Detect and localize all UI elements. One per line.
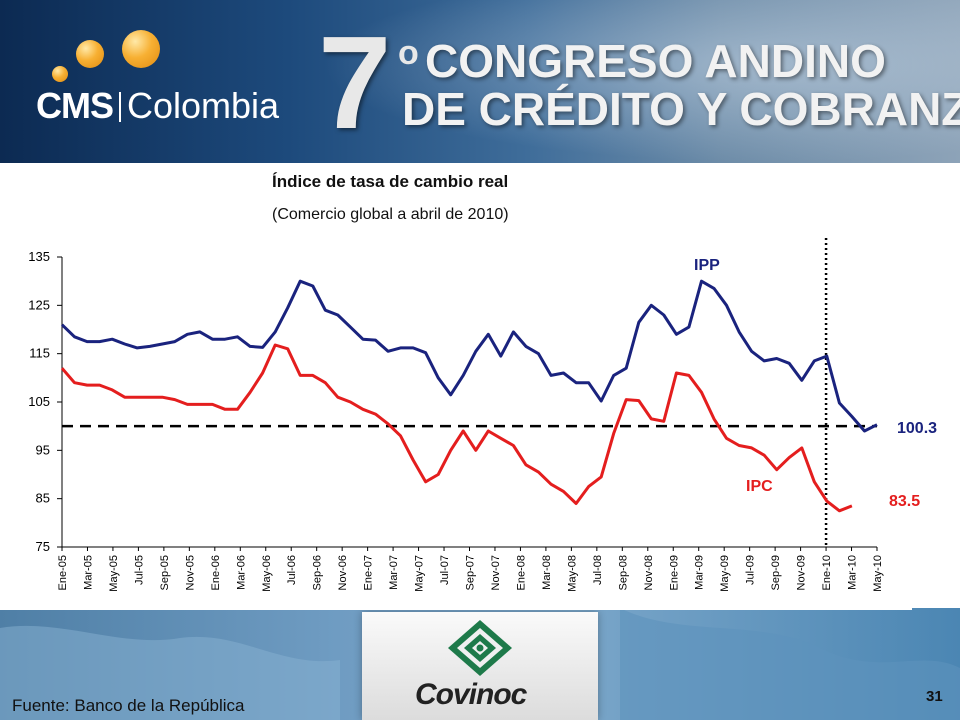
source-note: Fuente: Banco de la República — [12, 696, 245, 715]
x-tick-label: Sep-05 — [159, 555, 171, 590]
brand-colombia: Colombia — [127, 85, 280, 126]
x-tick-label: Sep-07 — [465, 555, 477, 590]
end-label-ipc: 83.5 — [889, 493, 920, 510]
x-tick-label: May-09 — [719, 555, 731, 592]
footer-map-decoration — [0, 608, 960, 720]
x-tick-label: Sep-06 — [312, 555, 324, 590]
x-tick-label: Mar-08 — [541, 555, 553, 590]
series-label-ipc: IPC — [746, 478, 773, 495]
series-line-ipc — [60, 343, 853, 513]
x-tick-label: Nov-05 — [184, 555, 196, 590]
x-tick-label: Mar-09 — [694, 555, 706, 590]
x-tick-label: Ene-07 — [363, 555, 375, 590]
covinoc-logo-panel — [362, 612, 598, 720]
x-tick-label: Sep-08 — [617, 555, 629, 590]
covinoc-emblem-icon — [448, 620, 512, 676]
x-tick-label: Jul-05 — [133, 555, 145, 585]
x-tick-label: Mar-06 — [235, 555, 247, 590]
x-tick-label: Mar-07 — [388, 555, 400, 590]
x-tick-label: Nov-09 — [796, 555, 808, 590]
banner: CMS Colombia 7 o CONGRESO ANDINO DE CRÉDI… — [0, 0, 960, 163]
chart-title: Índice de tasa de cambio real — [272, 172, 509, 191]
chart-subtitle: (Comercio global a abril de 2010) — [272, 206, 509, 223]
y-tick-label: 125 — [28, 297, 50, 312]
y-tick-label: 75 — [36, 539, 50, 554]
x-tick-label: May-08 — [566, 555, 578, 592]
logo-separator — [119, 92, 121, 122]
brand-cms: CMS — [36, 85, 114, 126]
x-tick-label: Ene-08 — [515, 555, 527, 590]
x-tick-label: May-07 — [414, 555, 426, 592]
series-label-ipp: IPP — [694, 257, 720, 274]
x-tick-label: May-10 — [872, 555, 884, 592]
x-tick-label: Jul-06 — [286, 555, 298, 585]
x-tick-label: Mar-05 — [82, 555, 94, 590]
x-tick-label: Jul-07 — [439, 555, 451, 585]
x-tick-label: Mar-10 — [847, 555, 859, 590]
x-tick-label: Jul-09 — [745, 555, 757, 585]
congress-number: 7 — [318, 9, 392, 156]
y-tick-label: 85 — [36, 491, 50, 506]
x-tick-label: Ene-05 — [57, 555, 69, 590]
cms-colombia-logo: CMS Colombia — [36, 86, 279, 126]
orange-orb-small-icon — [52, 66, 68, 82]
congress-title-line2: DE CRÉDITO Y COBRANZAS — [402, 83, 960, 135]
x-tick-label: Nov-06 — [337, 555, 349, 590]
x-tick-label: Ene-09 — [668, 555, 680, 590]
x-tick-label: Ene-10 — [821, 555, 833, 590]
orange-orb-large-icon — [122, 30, 160, 68]
plot-panel — [0, 238, 912, 610]
page-number: 31 — [926, 688, 943, 705]
x-tick-label: Ene-06 — [210, 555, 222, 590]
y-tick-label: 95 — [36, 442, 50, 457]
y-tick-label: 115 — [29, 346, 50, 361]
x-tick-label: May-06 — [261, 555, 273, 592]
series-line-ipp — [60, 279, 878, 433]
banner-glow — [320, 0, 960, 163]
y-tick-label: 105 — [28, 394, 50, 409]
x-tick-label: Nov-07 — [490, 555, 502, 590]
congress-ordinal: o — [398, 34, 419, 72]
x-tick-label: Sep-09 — [770, 555, 782, 590]
congress-title-line1: CONGRESO ANDINO — [425, 35, 886, 87]
end-label-ipp: 100.3 — [897, 420, 937, 437]
x-tick-label: May-05 — [108, 555, 120, 592]
orange-orb-medium-icon — [76, 40, 104, 68]
covinoc-logo-text: Covinoc — [415, 678, 527, 711]
x-tick-label: Nov-08 — [643, 555, 655, 590]
y-tick-label: 135 — [28, 249, 50, 264]
x-tick-label: Jul-08 — [592, 555, 604, 585]
